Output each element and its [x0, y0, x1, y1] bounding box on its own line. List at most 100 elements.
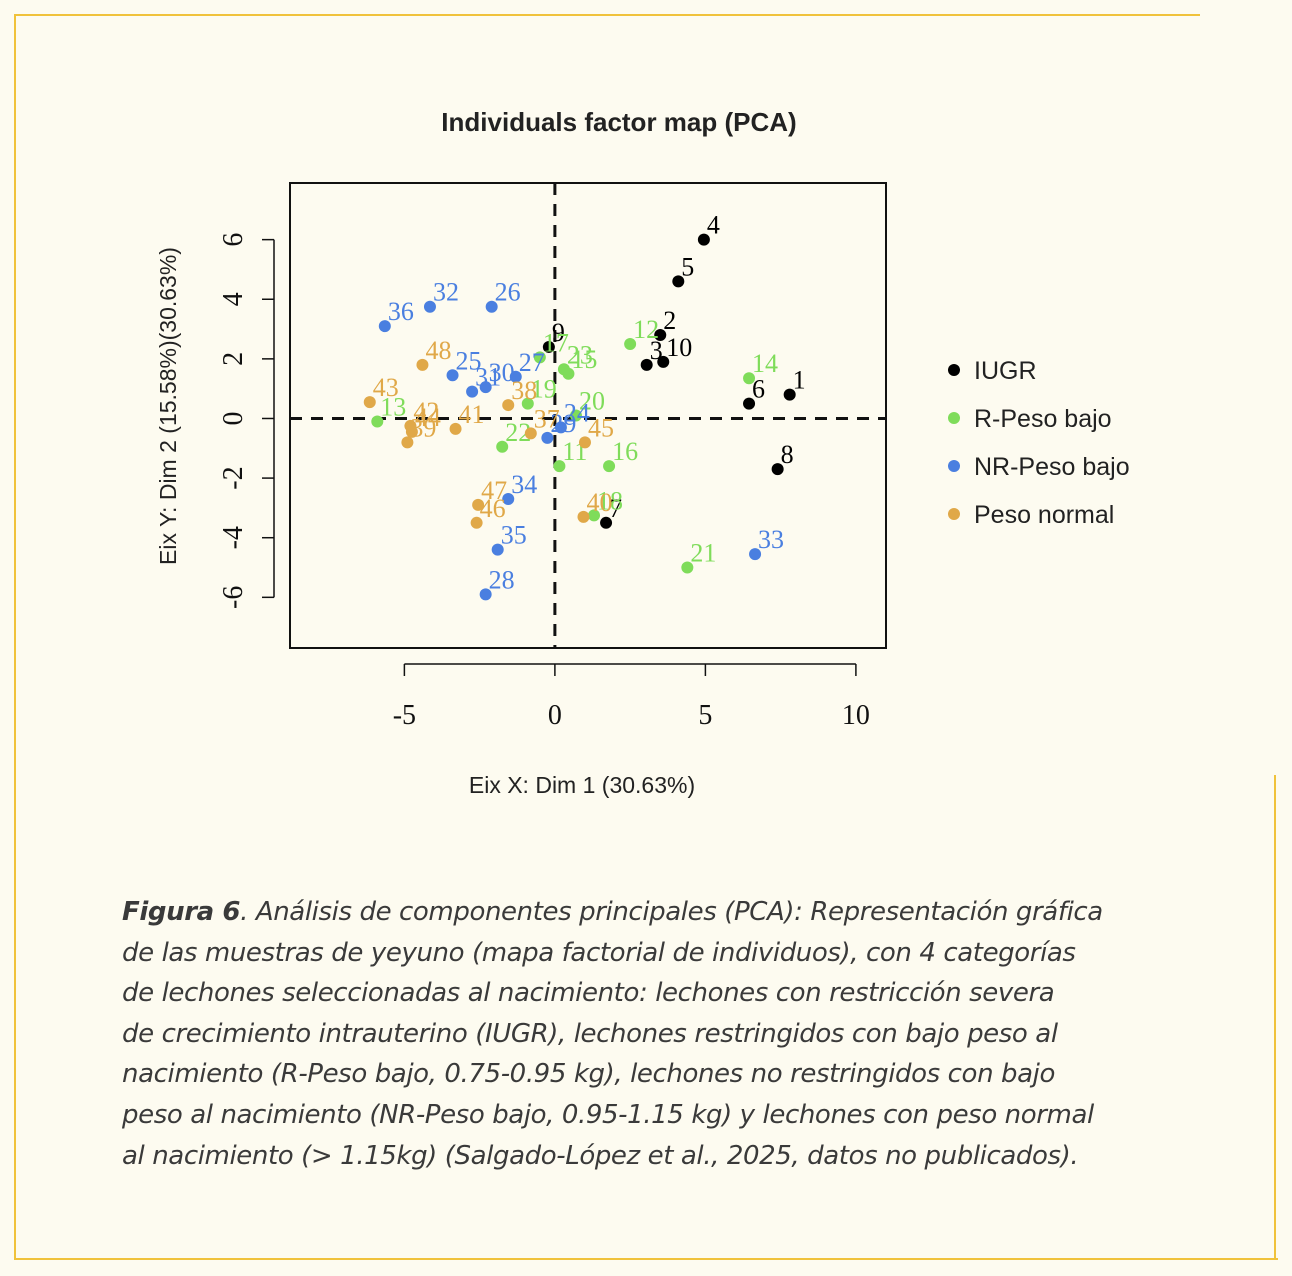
point-27	[509, 370, 522, 383]
legend-label: R-Peso bajo	[974, 405, 1112, 433]
y-axis: -6 -4 -2 0 2 4 6	[218, 233, 275, 609]
plot-frame	[289, 182, 887, 649]
point-30	[479, 381, 492, 394]
point-label-48: 48	[425, 336, 451, 365]
reference-lines	[290, 183, 886, 648]
point-9	[542, 340, 555, 353]
x-tick-label: 10	[842, 700, 870, 731]
point-label-33: 33	[758, 525, 784, 554]
caption-line-6: peso al nacimiento (NR-Peso bajo, 0.95-1…	[122, 1099, 1094, 1130]
y-tick-label: 4	[218, 292, 249, 306]
point-19	[521, 397, 534, 410]
caption-line-2: de las muestras de yeyuno (mapa factoria…	[122, 937, 1076, 968]
caption-line-1: . Análisis de componentes principales (P…	[240, 897, 1103, 927]
point-25	[446, 369, 459, 382]
point-label-27: 27	[519, 348, 545, 377]
y-tick-label: -2	[218, 466, 249, 489]
point-5	[672, 275, 685, 288]
point-label-29: 29	[550, 409, 576, 438]
point-16	[603, 460, 616, 473]
point-21	[681, 561, 694, 574]
point-22	[496, 440, 509, 453]
legend-marker	[948, 508, 960, 520]
point-46	[470, 516, 483, 529]
chart-title: Individuals factor map (PCA)	[441, 107, 796, 137]
y-tick-label: -6	[218, 586, 249, 609]
point-label-35: 35	[501, 521, 527, 550]
point-label-12: 12	[633, 315, 659, 344]
point-36	[378, 320, 391, 333]
point-14	[743, 372, 756, 385]
figure-caption: Figura 6. Análisis de componentes princi…	[122, 892, 1192, 1176]
point-label-25: 25	[456, 346, 482, 375]
y-axis-title: Eix Y: Dim 2 (15.58%)(30.63%)	[155, 247, 181, 565]
point-label-4: 4	[707, 211, 720, 240]
point-4	[697, 233, 710, 246]
point-32	[423, 300, 436, 313]
point-6	[743, 397, 756, 410]
point-label-28: 28	[489, 565, 515, 594]
point-1	[783, 388, 796, 401]
point-37	[524, 427, 537, 440]
caption-line-3: de lechones seleccionadas al nacimiento:…	[122, 978, 1055, 1009]
point-17	[533, 351, 546, 364]
point-label-9: 9	[552, 318, 565, 347]
point-48	[416, 358, 429, 371]
frame-top-border	[14, 14, 1200, 16]
y-tick-label: 6	[218, 233, 249, 247]
x-tick-label: 5	[698, 700, 712, 731]
point-label-21: 21	[690, 539, 716, 568]
point-label-6: 6	[752, 375, 765, 404]
point-34	[502, 492, 515, 505]
frame-right-border	[1274, 775, 1276, 1260]
point-label-16: 16	[612, 437, 638, 466]
y-tick-label: -4	[218, 526, 249, 549]
point-label-37: 37	[534, 404, 560, 433]
pca-chart: Individuals factor map (PCA) -5 0 5 10 -6-4…	[155, 107, 1130, 798]
y-tick-label: 2	[218, 352, 249, 366]
point-13	[371, 415, 384, 428]
point-label-42: 42	[413, 397, 439, 426]
point-11	[553, 460, 566, 473]
point-39	[401, 436, 414, 449]
point-23	[557, 363, 570, 376]
frame-left-border	[14, 14, 16, 1260]
point-label-8: 8	[781, 440, 794, 469]
point-28	[479, 588, 492, 601]
point-label-46: 46	[480, 494, 506, 523]
caption-line-7: al nacimiento (> 1.15kg) (Salgado-López …	[122, 1140, 1079, 1171]
legend-marker	[948, 412, 960, 424]
point-45	[578, 436, 591, 449]
legend-marker	[948, 364, 960, 376]
point-35	[491, 543, 504, 556]
point-2	[654, 329, 667, 342]
point-label-15: 15	[571, 345, 597, 374]
point-label-2: 2	[663, 306, 676, 335]
point-8	[771, 463, 784, 476]
point-47	[472, 498, 485, 511]
point-label-36: 36	[388, 297, 414, 326]
x-axis: -5 0 5 10	[393, 663, 870, 731]
point-label-18: 18	[597, 486, 623, 515]
point-41	[449, 422, 462, 435]
legend-label: IUGR	[974, 357, 1037, 385]
point-label-38: 38	[511, 376, 537, 405]
caption-lead: Figura 6	[122, 897, 241, 927]
point-26	[485, 300, 498, 313]
point-24	[554, 421, 567, 434]
point-40	[577, 510, 590, 523]
caption-line-4: de crecimiento intrauterino (IUGR), lech…	[122, 1018, 1058, 1049]
point-label-24: 24	[564, 398, 590, 427]
point-44	[405, 425, 418, 438]
point-12	[624, 337, 637, 350]
caption-line-5: nacimiento (R-Peso bajo, 0.75-0.95 kg), …	[122, 1059, 1055, 1090]
point-label-40: 40	[586, 488, 612, 517]
point-label-23: 23	[567, 340, 593, 369]
point-label-47: 47	[481, 476, 507, 505]
point-label-45: 45	[588, 413, 614, 442]
point-label-14: 14	[752, 349, 778, 378]
legend-marker	[948, 460, 960, 472]
point-label-44: 44	[415, 403, 441, 432]
